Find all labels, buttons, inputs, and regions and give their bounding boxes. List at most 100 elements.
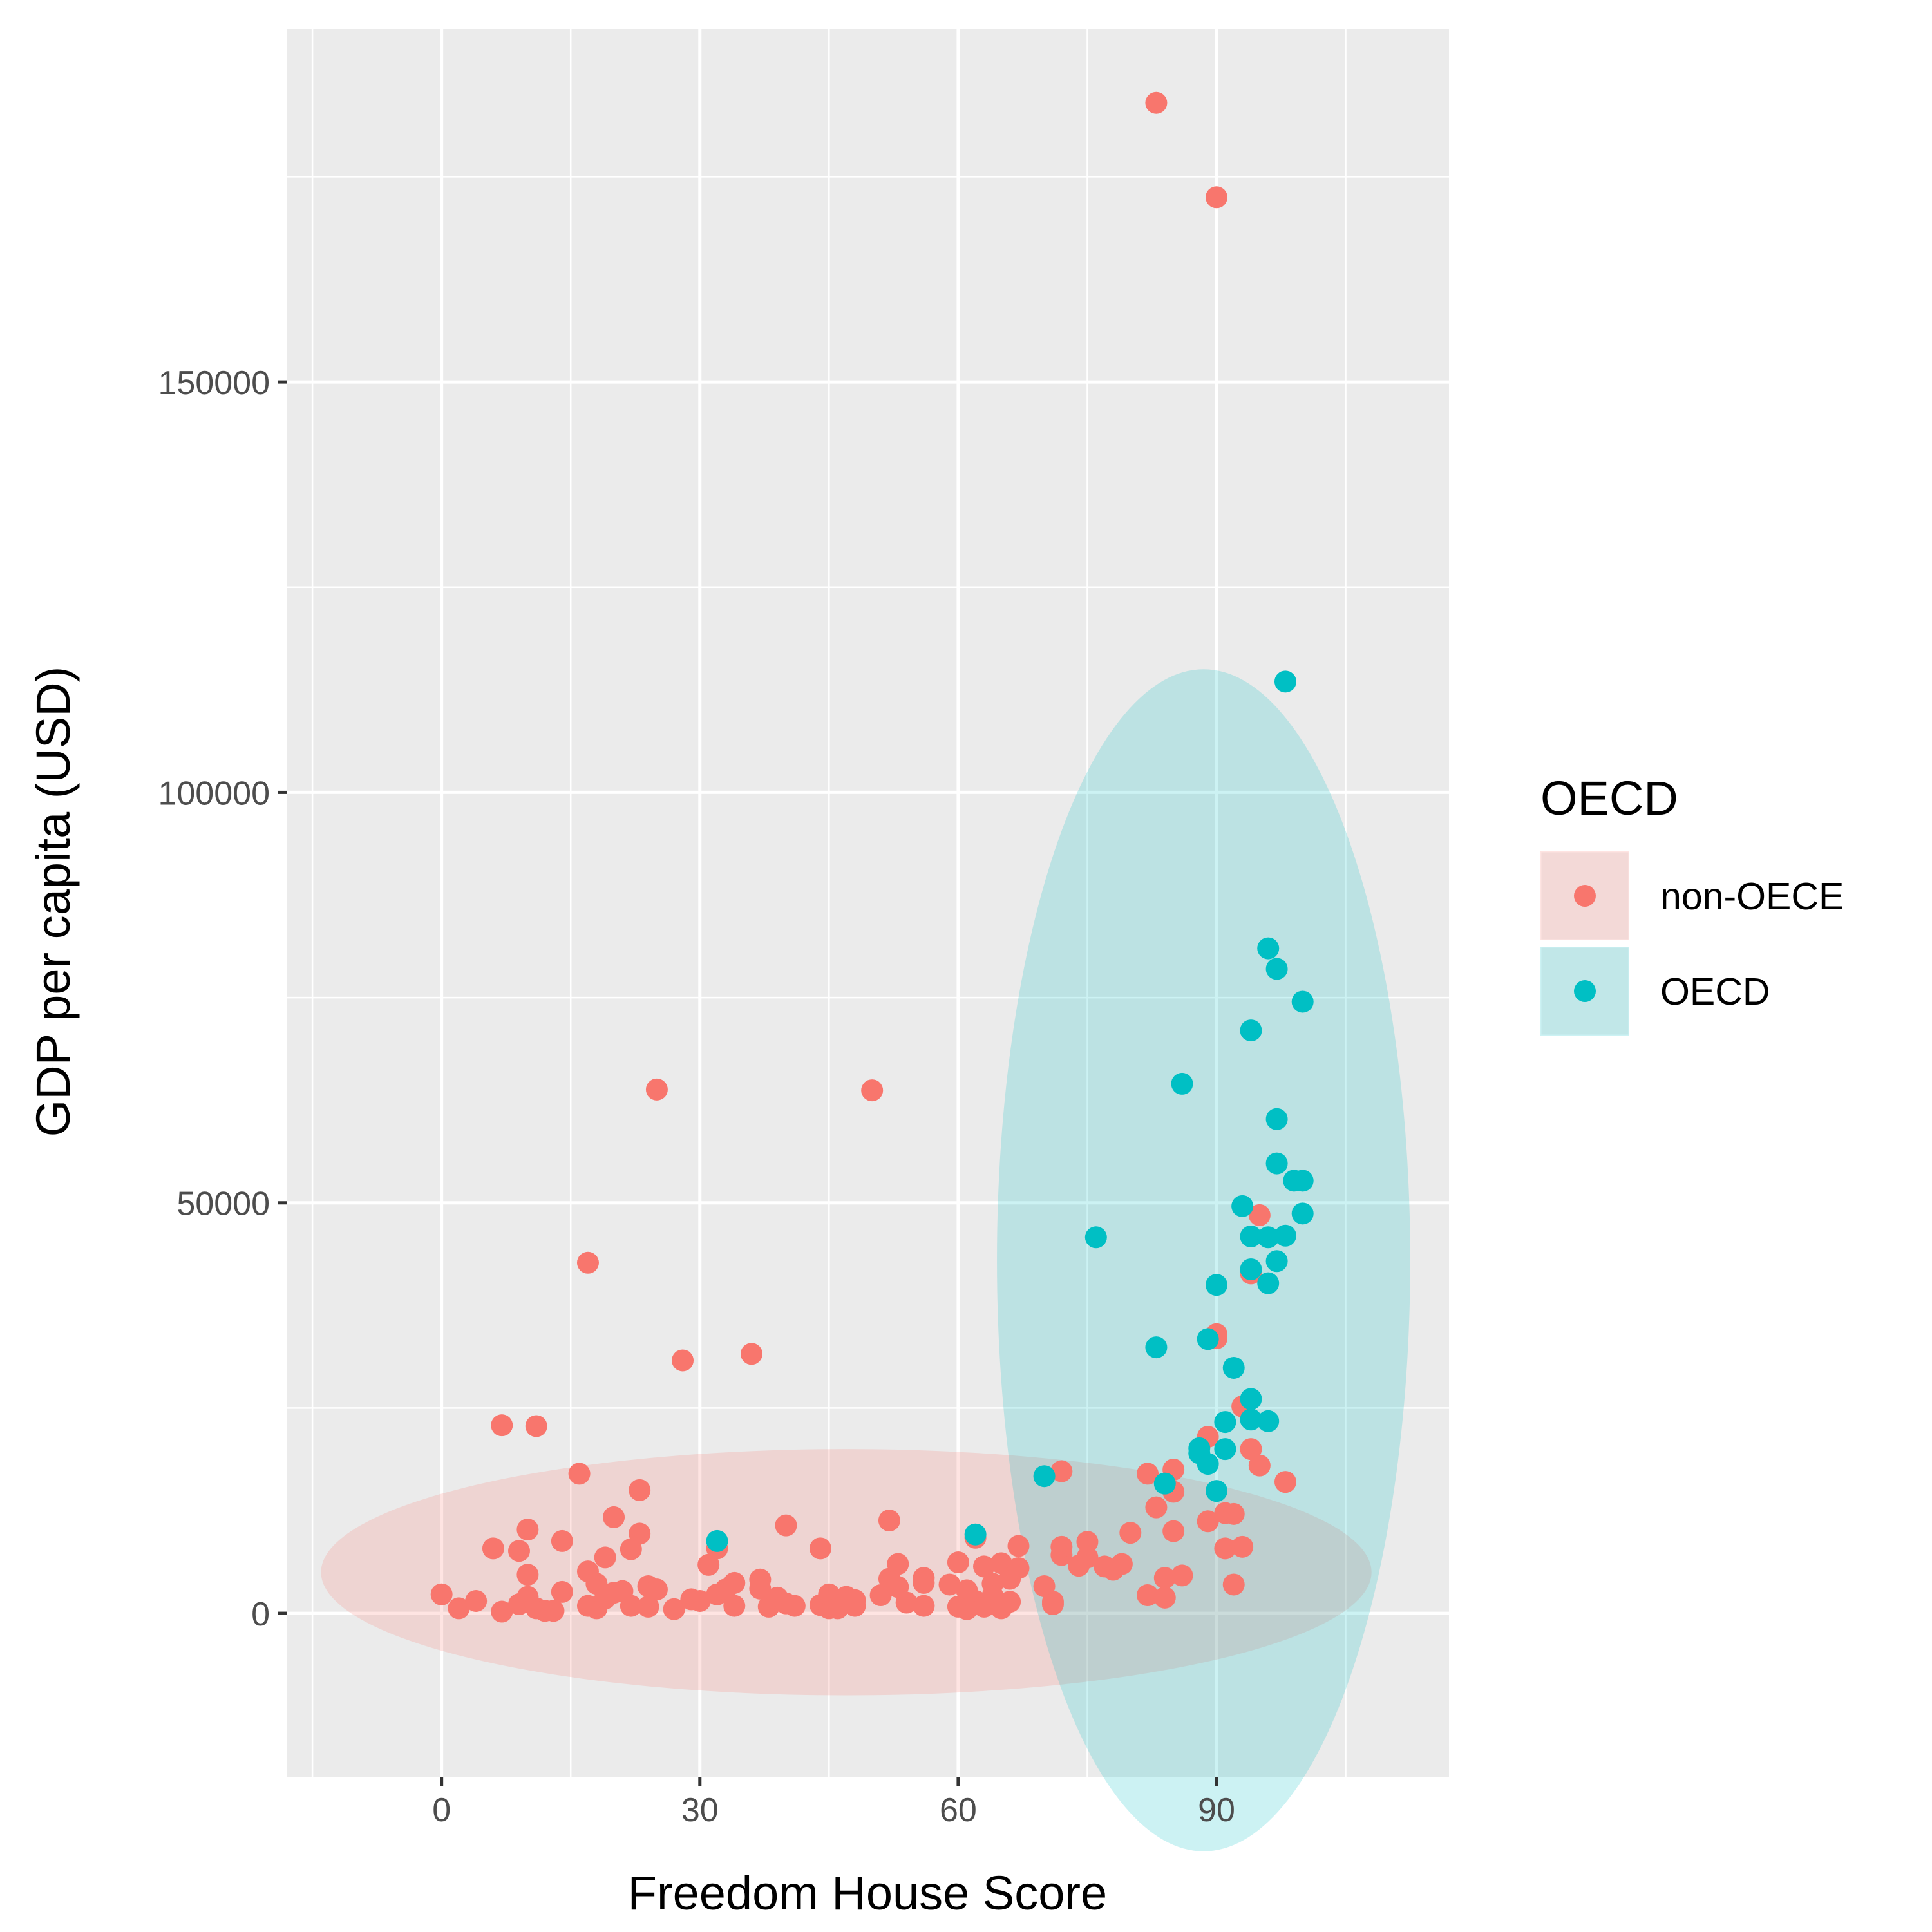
data-point [491,1414,513,1437]
data-point [1291,1170,1314,1192]
tick-labels: 0 30 60 90 0 50000 100000 150000 [158,365,1235,1829]
data-point [1240,1438,1262,1461]
data-point [430,1583,453,1605]
data-point [1162,1520,1185,1542]
data-point [1206,1274,1227,1296]
data-point [508,1540,530,1562]
data-point [1050,1460,1073,1482]
data-point [706,1530,728,1552]
data-point [1084,1226,1107,1249]
data-point [465,1589,488,1612]
x-tick-label: 60 [940,1792,977,1829]
data-point [1257,1410,1280,1432]
data-point [1206,1480,1227,1502]
data-point [637,1595,659,1618]
data-point [1050,1535,1073,1558]
y-tick-label: 150000 [158,365,270,402]
data-point [1153,1472,1176,1495]
data-point [1248,1204,1271,1226]
data-point [620,1538,642,1560]
data-point [1214,1411,1236,1434]
data-point [1240,1408,1262,1431]
data-points [430,91,1314,1623]
data-point [1291,990,1314,1013]
data-point [525,1415,547,1437]
minor-gridlines [287,29,1449,1777]
data-point [861,1079,884,1102]
data-point [1171,1072,1193,1095]
data-point [844,1589,866,1611]
data-point [663,1598,685,1620]
data-point [603,1506,625,1528]
data-point [516,1564,539,1586]
data-point [809,1537,831,1560]
data-point [878,1510,900,1532]
data-point [887,1553,909,1575]
legend-title: OECD [1540,772,1678,825]
data-point [1240,1019,1262,1042]
data-point [1240,1388,1262,1410]
data-point [491,1600,513,1623]
data-point [741,1343,762,1365]
data-point [1041,1593,1064,1616]
data-point [1274,670,1296,693]
data-point [1137,1463,1159,1485]
data-point [1265,1108,1288,1130]
data-point [448,1597,470,1620]
legend-label: OECD [1660,971,1770,1013]
data-point [1171,1564,1193,1587]
legend-items: non-OECE OECD [1539,850,1844,1037]
data-point [973,1555,995,1578]
data-point [1214,1537,1236,1560]
data-point [1291,1202,1314,1225]
data-point [913,1571,935,1594]
data-point [672,1349,694,1372]
data-point [1222,1502,1245,1525]
data-point [1214,1438,1236,1461]
x-tick-label: 0 [432,1792,451,1829]
y-axis-title: GDP per capita (USD) [26,667,80,1137]
data-point [1222,1356,1245,1379]
data-point [869,1584,892,1607]
axis-ticks [278,380,1218,1786]
data-point [1257,1226,1280,1249]
legend-key-point [1574,980,1596,1002]
data-point [576,1251,599,1274]
x-tick-label: 30 [681,1792,719,1829]
data-point [1240,1258,1262,1280]
data-point [594,1546,616,1569]
data-point [775,1514,797,1537]
data-point [1033,1465,1056,1488]
x-tick-label: 90 [1198,1792,1235,1829]
confidence-ellipse-oecd [997,669,1410,1852]
data-point [482,1537,504,1560]
data-point [1119,1522,1142,1544]
data-point [1007,1535,1030,1557]
data-point [1240,1226,1262,1248]
plot-background [287,29,1449,1777]
data-point [783,1595,806,1617]
data-point [629,1479,651,1501]
data-point [1153,1586,1176,1609]
y-tick-label: 0 [251,1596,270,1633]
data-point [1197,1328,1219,1350]
data-point [1145,1496,1168,1519]
data-point [895,1591,918,1614]
data-point [938,1573,961,1596]
data-point [1265,1152,1288,1175]
data-point [749,1577,772,1600]
data-point [1231,1195,1254,1217]
data-point [516,1519,539,1541]
data-point [1076,1531,1099,1553]
legend-key-point [1574,885,1596,907]
legend-label: non-OECE [1660,875,1844,918]
data-point [1145,91,1168,114]
confidence-ellipse-non-oece [321,1449,1372,1696]
data-point [697,1553,720,1576]
data-point [1257,937,1280,960]
data-point [723,1571,746,1594]
data-point [1110,1553,1133,1575]
data-point [947,1551,969,1574]
data-point [551,1580,573,1603]
